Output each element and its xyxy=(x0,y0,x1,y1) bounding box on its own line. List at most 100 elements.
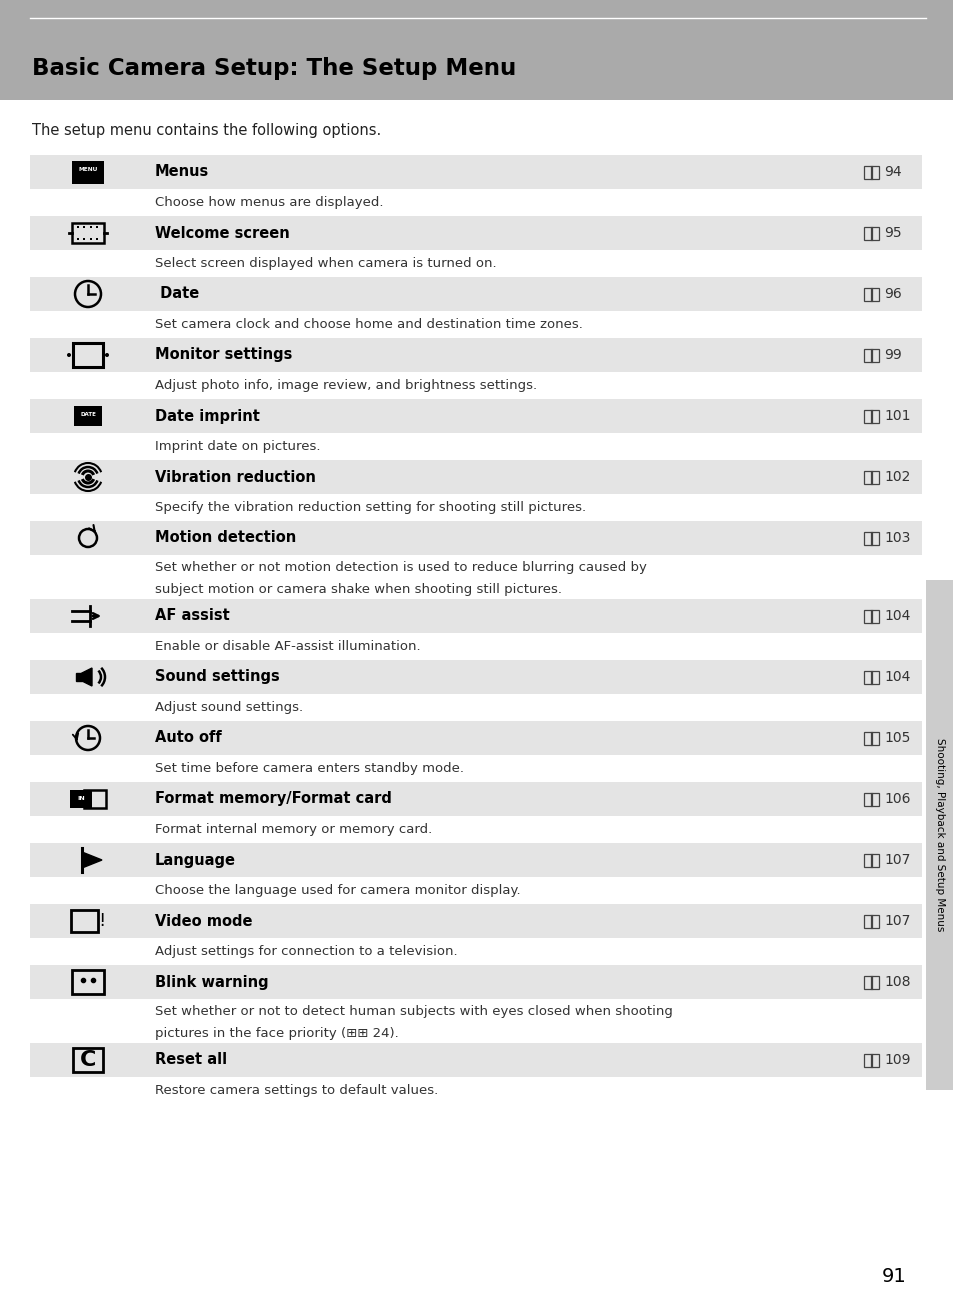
Text: 106: 106 xyxy=(883,792,909,805)
Bar xyxy=(96,226,98,229)
Text: Choose the language used for camera monitor display.: Choose the language used for camera moni… xyxy=(154,884,520,897)
Bar xyxy=(30,782,921,816)
Bar xyxy=(71,223,104,243)
Polygon shape xyxy=(76,673,82,681)
Text: 109: 109 xyxy=(883,1053,909,1067)
Text: AF assist: AF assist xyxy=(154,608,230,624)
Bar xyxy=(871,166,878,179)
Text: Choose how menus are displayed.: Choose how menus are displayed. xyxy=(154,196,383,209)
Text: !: ! xyxy=(98,912,106,930)
Bar xyxy=(71,179,104,184)
Text: 96: 96 xyxy=(883,286,901,301)
Text: 102: 102 xyxy=(883,470,909,484)
Bar xyxy=(83,226,85,229)
Bar xyxy=(30,520,921,555)
Text: Auto off: Auto off xyxy=(154,731,221,745)
Bar xyxy=(84,790,106,808)
Bar xyxy=(863,288,870,301)
Text: Motion detection: Motion detection xyxy=(154,531,296,545)
Bar xyxy=(30,844,921,876)
Bar xyxy=(83,238,85,240)
Text: Restore camera settings to default values.: Restore camera settings to default value… xyxy=(154,1084,437,1097)
Bar xyxy=(863,854,870,866)
Text: DATE: DATE xyxy=(80,413,96,418)
Bar xyxy=(863,166,870,179)
Bar xyxy=(871,732,878,745)
Text: Format internal memory or memory card.: Format internal memory or memory card. xyxy=(154,823,432,836)
Text: Set whether or not to detect human subjects with eyes closed when shooting: Set whether or not to detect human subje… xyxy=(154,1005,672,1018)
Text: 105: 105 xyxy=(883,731,909,745)
Text: 104: 104 xyxy=(883,670,909,685)
Text: C: C xyxy=(80,1050,96,1070)
Bar xyxy=(71,911,98,932)
Bar xyxy=(30,250,921,277)
Text: Shooting, Playback and Setup Menus: Shooting, Playback and Setup Menus xyxy=(934,738,944,932)
Bar xyxy=(925,579,953,1091)
Bar xyxy=(30,372,921,399)
Bar xyxy=(77,238,79,240)
Bar xyxy=(73,343,103,367)
Bar xyxy=(871,854,878,866)
Bar xyxy=(871,470,878,484)
Text: 103: 103 xyxy=(883,531,909,545)
Text: 94: 94 xyxy=(883,166,901,179)
Bar xyxy=(77,226,79,229)
Bar xyxy=(871,670,878,683)
Bar xyxy=(30,816,921,844)
Bar xyxy=(30,338,921,372)
Bar xyxy=(70,790,91,808)
Bar xyxy=(863,975,870,988)
Bar xyxy=(871,1054,878,1067)
Bar xyxy=(90,238,91,240)
Bar xyxy=(73,1049,103,1072)
Text: Basic Camera Setup: The Setup Menu: Basic Camera Setup: The Setup Menu xyxy=(32,57,516,80)
Bar xyxy=(871,410,878,423)
Text: 95: 95 xyxy=(883,226,901,240)
Bar xyxy=(30,876,921,904)
Bar xyxy=(30,189,921,215)
Text: Select screen displayed when camera is turned on.: Select screen displayed when camera is t… xyxy=(154,258,497,269)
Text: 107: 107 xyxy=(883,915,909,928)
Bar xyxy=(30,694,921,721)
Text: Set camera clock and choose home and destination time zones.: Set camera clock and choose home and des… xyxy=(154,318,582,331)
Text: Video mode: Video mode xyxy=(154,913,253,929)
Bar xyxy=(871,288,878,301)
Bar xyxy=(30,964,921,999)
Bar xyxy=(863,610,870,623)
Polygon shape xyxy=(82,851,102,869)
Bar xyxy=(871,531,878,544)
Text: MENU: MENU xyxy=(78,167,97,172)
Bar xyxy=(871,915,878,928)
Bar xyxy=(96,238,98,240)
Text: Imprint date on pictures.: Imprint date on pictures. xyxy=(154,440,320,453)
Text: Language: Language xyxy=(154,853,235,867)
Bar xyxy=(71,162,104,179)
Text: Specify the vibration reduction setting for shooting still pictures.: Specify the vibration reduction setting … xyxy=(154,501,585,514)
Circle shape xyxy=(67,353,71,357)
Bar xyxy=(30,277,921,311)
Text: subject motion or camera shake when shooting still pictures.: subject motion or camera shake when shoo… xyxy=(154,583,561,597)
Text: Set time before camera enters standby mode.: Set time before camera enters standby mo… xyxy=(154,762,463,775)
Text: Adjust settings for connection to a television.: Adjust settings for connection to a tele… xyxy=(154,945,457,958)
Bar xyxy=(863,226,870,239)
Bar xyxy=(30,311,921,338)
Bar xyxy=(863,470,870,484)
Bar xyxy=(0,0,953,100)
Bar xyxy=(871,226,878,239)
Text: Blink warning: Blink warning xyxy=(154,975,269,989)
Bar xyxy=(863,410,870,423)
Bar xyxy=(30,494,921,520)
Circle shape xyxy=(105,353,109,357)
Bar xyxy=(863,670,870,683)
Text: Format memory/Format card: Format memory/Format card xyxy=(154,791,392,807)
Text: IN: IN xyxy=(77,795,85,800)
Bar xyxy=(863,915,870,928)
Bar xyxy=(30,155,921,189)
Bar xyxy=(30,999,921,1043)
Bar xyxy=(30,938,921,964)
Text: Set whether or not motion detection is used to reduce blurring caused by: Set whether or not motion detection is u… xyxy=(154,561,646,574)
Text: Sound settings: Sound settings xyxy=(154,670,279,685)
Bar xyxy=(863,348,870,361)
Bar xyxy=(71,970,104,993)
Bar xyxy=(30,633,921,660)
